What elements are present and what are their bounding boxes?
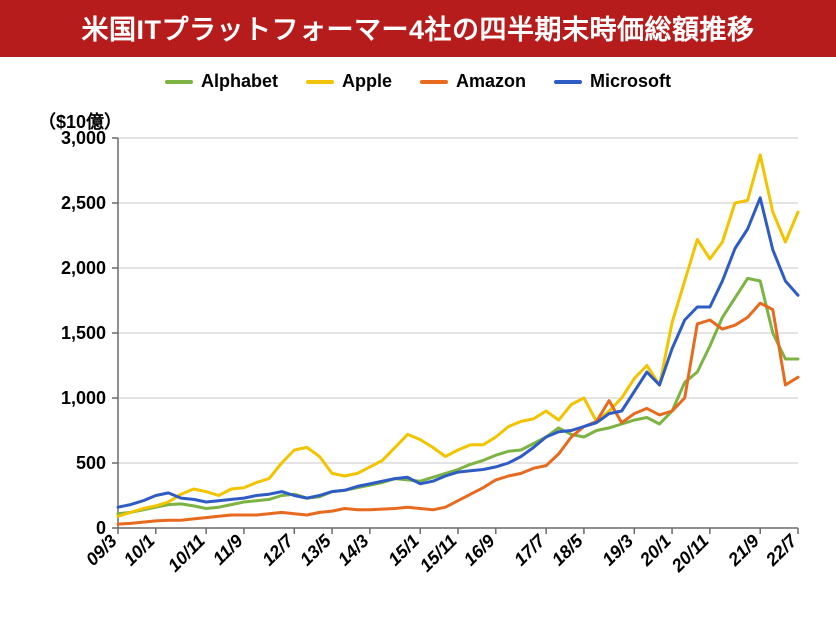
legend-swatch-microsoft — [554, 80, 582, 84]
x-tick-label: 19/3 — [598, 531, 637, 570]
legend-label-alphabet: Alphabet — [201, 71, 278, 92]
chart-title-text: 米国ITプラットフォーマー4社の四半期末時価総額推移 — [81, 15, 754, 45]
y-tick-label: 1,000 — [61, 388, 106, 408]
legend-swatch-apple — [306, 80, 334, 84]
x-tick-label: 16/9 — [460, 531, 499, 570]
legend-label-microsoft: Microsoft — [590, 71, 671, 92]
legend-item-amazon: Amazon — [420, 71, 526, 92]
legend: Alphabet Apple Amazon Microsoft — [0, 71, 836, 92]
x-tick-label: 21/9 — [723, 531, 763, 571]
x-tick-label: 12/7 — [258, 530, 298, 570]
x-tick-label: 11/9 — [209, 531, 247, 569]
x-tick-label: 20/11 — [667, 531, 713, 577]
x-tick-label: 10/11 — [164, 531, 209, 576]
legend-item-apple: Apple — [306, 71, 392, 92]
y-axis-unit-label: （$10億） — [38, 108, 122, 134]
legend-label-apple: Apple — [342, 71, 392, 92]
series-amazon — [118, 303, 798, 524]
x-tick-label: 09/3 — [82, 531, 121, 570]
x-tick-label: 18/5 — [548, 530, 588, 570]
legend-item-alphabet: Alphabet — [165, 71, 278, 92]
legend-label-amazon: Amazon — [456, 71, 526, 92]
y-tick-label: 2,500 — [61, 193, 106, 213]
legend-item-microsoft: Microsoft — [554, 71, 671, 92]
x-tick-label: 20/1 — [635, 531, 675, 571]
y-tick-label: 500 — [76, 453, 106, 473]
x-tick-label: 22/7 — [761, 530, 801, 570]
chart-area: （$10億） 05001,0001,5002,0002,5003,00009/3… — [0, 98, 836, 623]
chart-title: 米国ITプラットフォーマー4社の四半期末時価総額推移 — [0, 0, 836, 57]
x-tick-label: 13/5 — [296, 530, 336, 570]
series-alphabet — [118, 278, 798, 513]
x-tick-label: 14/3 — [334, 531, 373, 570]
legend-swatch-amazon — [420, 80, 448, 84]
legend-swatch-alphabet — [165, 80, 193, 84]
x-tick-label: 15/11 — [416, 531, 461, 576]
y-tick-label: 2,000 — [61, 258, 106, 278]
y-tick-label: 1,500 — [61, 323, 106, 343]
x-tick-label: 10/1 — [120, 531, 159, 570]
line-chart-svg: 05001,0001,5002,0002,5003,00009/310/110/… — [0, 98, 836, 618]
x-tick-label: 17/7 — [510, 530, 550, 570]
